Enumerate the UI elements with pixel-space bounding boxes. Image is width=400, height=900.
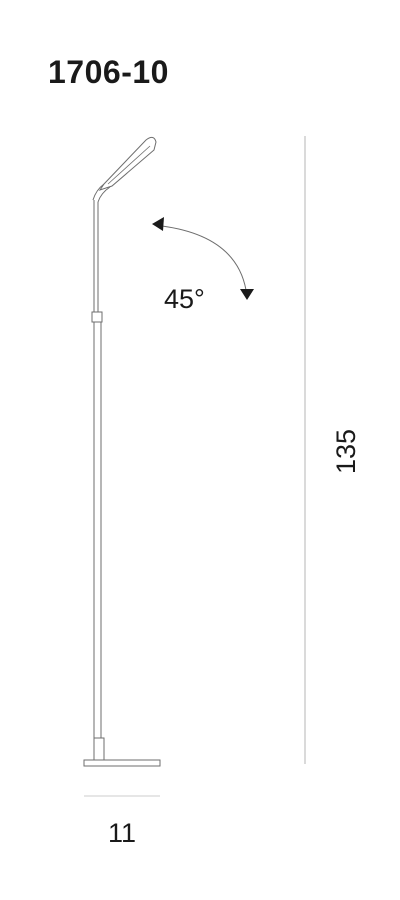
- lamp-lower-stem: [93, 322, 102, 738]
- arrow-left-icon: [152, 217, 164, 231]
- lamp-neck: [92, 183, 111, 203]
- width-dimension-label: 11: [108, 818, 136, 848]
- arrow-down-icon: [240, 289, 254, 300]
- tilt-angle-indicator: [152, 217, 254, 300]
- lamp-joint-collar: [91, 311, 103, 323]
- model-number-title: 1706-10: [48, 54, 169, 90]
- tilt-angle-label: 45°: [164, 284, 205, 314]
- lamp-upper-stem: [93, 200, 99, 312]
- lamp-base-collar: [93, 737, 105, 761]
- lamp-base-plate: [83, 759, 161, 767]
- lamp-head: [98, 136, 157, 191]
- height-dimension-label: 135: [331, 429, 361, 474]
